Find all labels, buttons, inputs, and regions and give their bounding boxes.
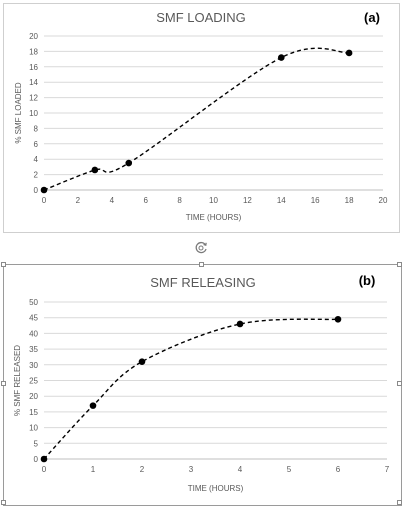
y-tick-label: 10 (29, 424, 38, 433)
y-tick-label: 2 (34, 171, 39, 180)
y-tick-label: 0 (34, 455, 39, 464)
data-point (138, 358, 146, 365)
data-point (236, 320, 244, 328)
resize-handle-bottom-left[interactable] (1, 500, 6, 505)
y-tick-label: 5 (34, 439, 39, 448)
x-tick-label: 2 (76, 196, 81, 205)
x-tick-label: 3 (189, 465, 194, 474)
x-tick-label: 20 (379, 196, 388, 205)
y-tick-label: 35 (29, 345, 38, 354)
data-point (89, 402, 97, 409)
chart-title: SMF LOADING (156, 10, 246, 25)
y-tick-label: 15 (29, 408, 38, 417)
x-tick-label: 2 (140, 465, 145, 474)
chart-panel-b[interactable]: SMF RELEASING (b) 0 5 10 15 20 25 30 35 40 45 50 0 1 2 3… (3, 264, 402, 506)
x-axis-label: TIME (HOURS) (188, 484, 244, 493)
y-tick-label: 18 (29, 47, 38, 56)
y-tick-label: 14 (29, 78, 38, 87)
x-tick-label: 10 (209, 196, 218, 205)
y-tick-label: 40 (29, 329, 38, 338)
data-point (334, 315, 342, 323)
x-tick-label: 16 (311, 196, 320, 205)
x-tick-label: 8 (177, 196, 182, 205)
data-point (125, 159, 133, 167)
panel-label: (b) (359, 273, 376, 288)
chart-title: SMF RELEASING (150, 275, 255, 290)
resize-handle-top-left[interactable] (1, 262, 6, 267)
y-tick-label: 10 (29, 109, 38, 118)
x-tick-label: 6 (336, 465, 341, 474)
y-tick-label: 50 (29, 298, 38, 307)
y-tick-label: 20 (29, 392, 38, 401)
x-tick-label: 1 (91, 465, 96, 474)
data-point (345, 49, 353, 57)
resize-handle-top-right[interactable] (397, 262, 402, 267)
data-point (40, 455, 48, 463)
data-point (91, 166, 99, 174)
y-tick-label: 12 (29, 94, 38, 103)
y-axis-label: % SMF LOADED (14, 82, 23, 144)
x-tick-label: 0 (42, 465, 47, 474)
chart-panel-a: SMF LOADING (a) 0 2 4 6 8 10 12 14 16 18 20 0 2 4 6 8 10 12… (3, 3, 400, 233)
y-tick-label: 25 (29, 377, 38, 386)
series-line (43, 318, 339, 460)
rotate-handle-icon[interactable] (193, 240, 209, 256)
y-tick-label: 4 (34, 155, 39, 164)
panel-label: (a) (364, 10, 380, 25)
y-tick-label: 45 (29, 314, 38, 323)
data-point (40, 186, 48, 194)
x-tick-label: 5 (287, 465, 292, 474)
resize-handle-top-middle[interactable] (199, 262, 204, 267)
x-tick-label: 4 (238, 465, 243, 474)
series-line (43, 47, 350, 191)
y-axis-label: % SMF RELEASED (13, 345, 22, 416)
y-tick-label: 0 (34, 186, 39, 195)
y-tick-label: 8 (34, 124, 39, 133)
resize-handle-middle-left[interactable] (1, 381, 6, 386)
x-tick-label: 6 (143, 196, 148, 205)
y-tick-label: 30 (29, 361, 38, 370)
chart-a-svg: SMF LOADING (a) 0 2 4 6 8 10 12 14 16 18 20 0 2 4 6 8 10 12… (14, 10, 388, 222)
x-tick-label: 14 (277, 196, 286, 205)
x-tick-label: 18 (345, 196, 354, 205)
y-tick-label: 16 (29, 63, 38, 72)
data-point (278, 54, 285, 61)
x-axis-label: TIME (HOURS) (186, 213, 242, 222)
x-tick-label: 4 (110, 196, 115, 205)
x-tick-label: 12 (243, 196, 252, 205)
x-tick-label: 7 (385, 465, 390, 474)
y-tick-label: 20 (29, 32, 38, 41)
x-tick-label: 0 (42, 196, 47, 205)
y-tick-label: 6 (34, 140, 39, 149)
resize-handle-middle-right[interactable] (397, 381, 402, 386)
resize-handle-bottom-right[interactable] (397, 500, 402, 505)
